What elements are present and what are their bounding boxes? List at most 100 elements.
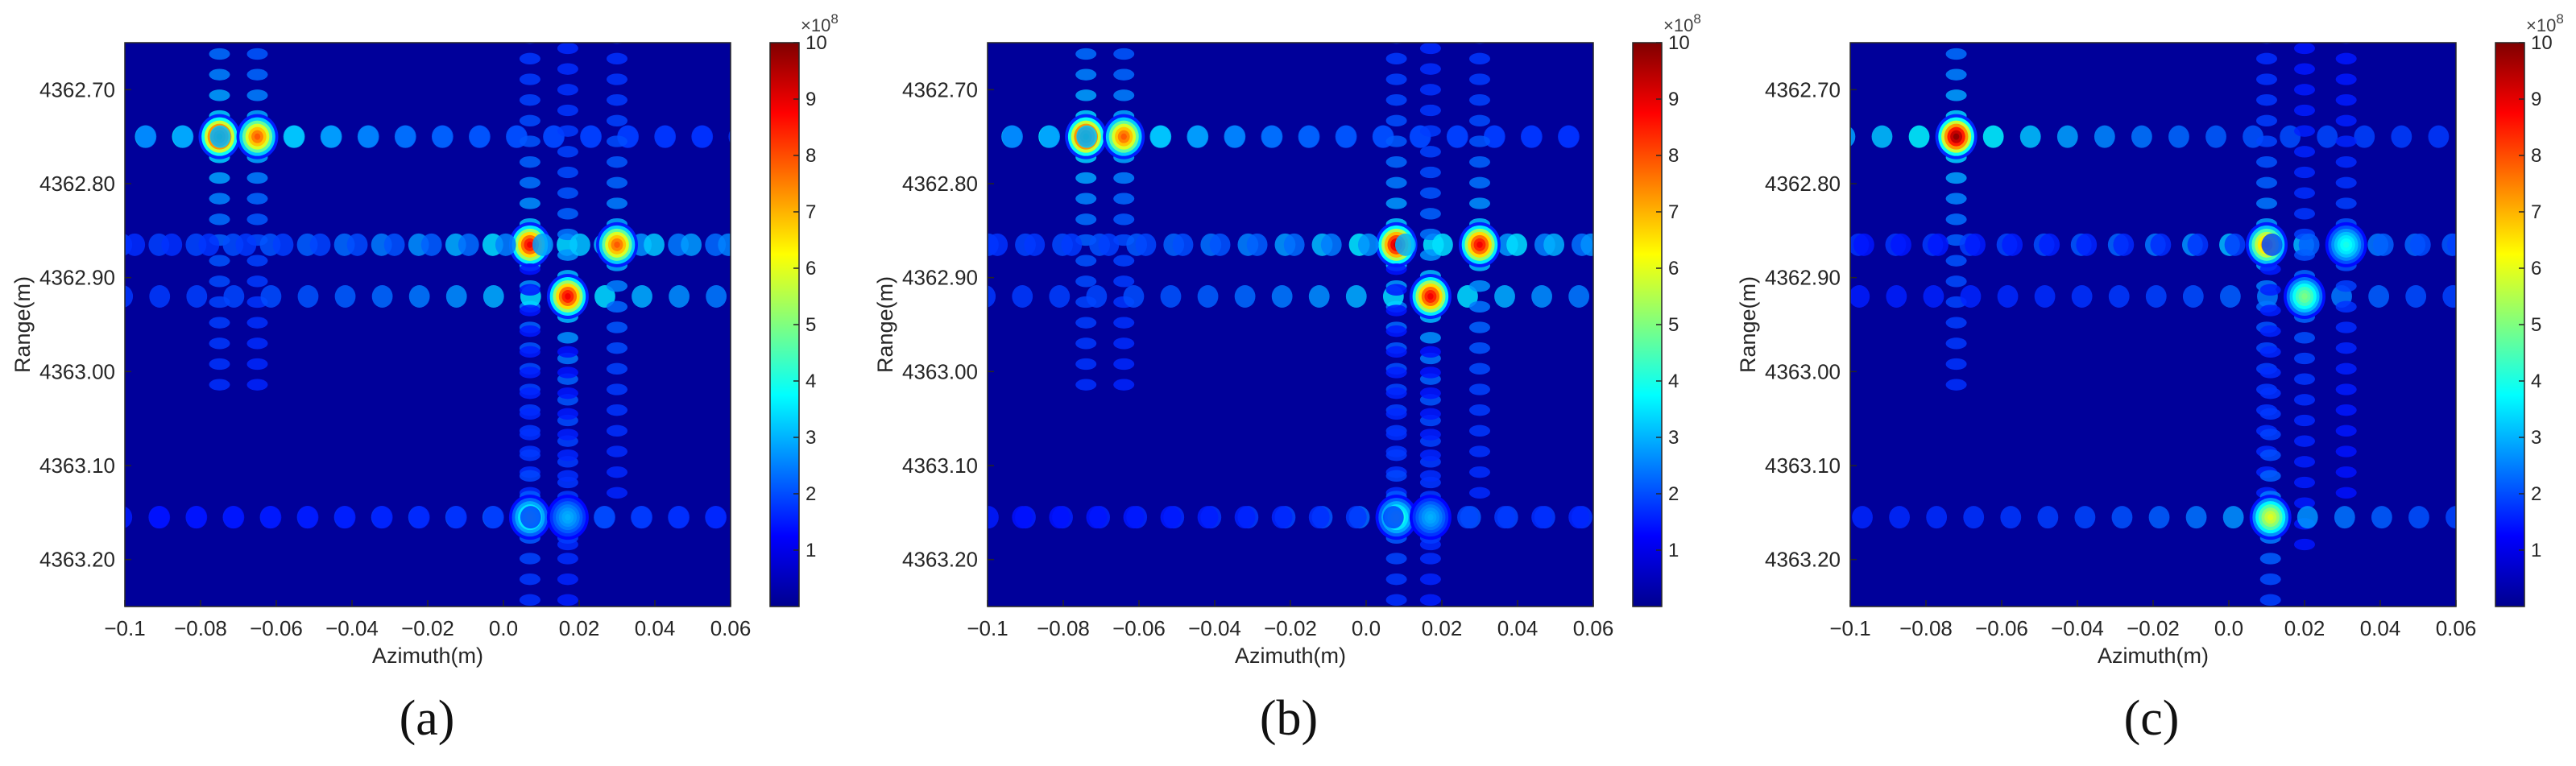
y-tick-label: 4363.10 <box>1765 453 1841 478</box>
y-axis-label: Range(m) <box>1736 276 1760 373</box>
colorbar-tick-label: 9 <box>806 89 816 110</box>
y-tick-label: 4363.10 <box>902 453 978 478</box>
panel-label: (c) <box>2124 691 2180 746</box>
peak-2 <box>1002 48 1580 391</box>
colorbar-tick-label: 2 <box>806 483 816 505</box>
x-axis-label: Azimuth(m) <box>1235 644 1346 668</box>
colorbar-tick-label: 4 <box>806 371 816 392</box>
peak-4 <box>988 43 1590 551</box>
colorbar-tick-label: 6 <box>2531 258 2541 279</box>
y-tick-label: 4362.80 <box>1765 172 1841 196</box>
panel-label: (a) <box>400 691 455 746</box>
x-tick-label: −0.02 <box>401 616 454 640</box>
peak-7 <box>149 346 727 607</box>
colorbar-tick-label: 2 <box>2531 483 2541 505</box>
plot-area <box>1850 43 2456 607</box>
colorbar-exponent: ×108 <box>801 11 839 35</box>
x-tick-label: 0.02 <box>559 616 600 640</box>
y-tick-label: 4362.90 <box>902 266 978 290</box>
x-tick-label: −0.02 <box>1264 616 1317 640</box>
colorbar-tick-label: 10 <box>806 32 827 54</box>
colorbar-tick-label: 6 <box>1668 258 1679 279</box>
y-tick-label: 4362.80 <box>902 172 978 196</box>
colorbar-tick-label: 5 <box>1668 314 1679 336</box>
peak-4 <box>1853 43 2456 499</box>
y-tick-label: 4362.80 <box>39 172 115 196</box>
colorbar-tick-label: 10 <box>1668 32 1690 54</box>
x-tick-label: −0.06 <box>1975 616 2028 640</box>
colorbar-tick-label: 8 <box>2531 145 2541 167</box>
x-tick-label: 0.0 <box>489 616 518 640</box>
colorbar-exponent-power: 8 <box>830 11 838 27</box>
y-tick-label: 4362.70 <box>902 77 978 101</box>
colorbar-exponent-base: ×10 <box>2526 15 2556 35</box>
colorbar-tick-label: 8 <box>1668 145 1679 167</box>
colorbar-tick-label: 1 <box>2531 540 2541 561</box>
y-tick-label: 4362.90 <box>39 266 115 290</box>
x-tick-label: −0.02 <box>2127 616 2180 640</box>
peak-5 <box>125 43 731 499</box>
colorbar-tick-label: 2 <box>1668 483 1679 505</box>
x-tick-label: −0.1 <box>1829 616 1870 640</box>
x-tick-label: −0.1 <box>967 616 1008 640</box>
x-tick-label: 0.06 <box>710 616 752 640</box>
y-tick-label: 4363.20 <box>39 548 115 572</box>
colorbar-tick-label: 5 <box>2531 314 2541 336</box>
colorbar-tick-label: 5 <box>806 314 816 336</box>
y-tick-label: 4362.70 <box>1765 77 1841 101</box>
peak-5 <box>988 43 1593 499</box>
colorbar-exponent-base: ×10 <box>801 15 830 35</box>
x-tick-label: 0.0 <box>2214 616 2243 640</box>
colorbar-exponent-power: 8 <box>2556 11 2563 27</box>
colorbar-tick-label: 7 <box>806 201 816 223</box>
colorbar-tick-label: 8 <box>806 145 816 167</box>
y-tick-label: 4362.70 <box>39 77 115 101</box>
colorbar-tick-label: 4 <box>2531 371 2541 392</box>
colorbar-tick-label: 7 <box>1668 201 1679 223</box>
y-tick-label: 4363.00 <box>39 359 115 383</box>
x-tick-label: 0.04 <box>1497 616 1539 640</box>
peak-5 <box>1852 263 2456 607</box>
colorbar-exponent: ×108 <box>2526 11 2564 35</box>
colorbar-tick-label: 1 <box>1668 540 1679 561</box>
heatmap-panel-1: −0.1 −0.08 −0.06 −0.04 −0.02 0.0 0.02 0.04 0.06 4… <box>10 11 839 746</box>
x-tick-label: −0.06 <box>1112 616 1166 640</box>
peak-3 <box>1850 43 2456 551</box>
colorbar-tick-label: 3 <box>2531 427 2541 449</box>
x-tick-label: −0.1 <box>104 616 145 640</box>
colorbar-tick-label: 3 <box>1668 427 1679 449</box>
panel-label: (b) <box>1260 691 1318 746</box>
plot-area <box>125 43 731 607</box>
x-tick-label: 0.04 <box>2360 616 2401 640</box>
x-tick-label: 0.06 <box>2436 616 2477 640</box>
x-tick-label: −0.04 <box>325 616 379 640</box>
colorbar-tick-label: 9 <box>1668 89 1679 110</box>
peak-7 <box>1012 346 1590 607</box>
heatmap-panel-2: −0.1 −0.08 −0.06 −0.04 −0.02 0.0 0.02 0.04 0.06 4… <box>873 11 1701 746</box>
x-tick-label: 0.02 <box>2284 616 2325 640</box>
x-axis-label: Azimuth(m) <box>2098 644 2209 668</box>
y-tick-label: 4363.00 <box>1765 359 1841 383</box>
x-tick-label: −0.04 <box>2051 616 2104 640</box>
y-axis-label: Range(m) <box>873 276 897 373</box>
y-tick-label: 4363.20 <box>1765 548 1841 572</box>
x-tick-label: −0.08 <box>1899 616 1953 640</box>
y-tick-label: 4363.20 <box>902 548 978 572</box>
colorbar-tick-label: 4 <box>1668 371 1679 392</box>
colorbar-tick-label: 6 <box>806 258 816 279</box>
y-axis-label: Range(m) <box>10 276 35 373</box>
colorbar-exponent-base: ×10 <box>1663 15 1693 35</box>
x-tick-label: 0.02 <box>1422 616 1463 640</box>
y-tick-label: 4363.00 <box>902 359 978 383</box>
plot-area <box>988 43 1593 607</box>
colorbar-exponent-power: 8 <box>1693 11 1700 27</box>
colorbar-tick-label: 3 <box>806 427 816 449</box>
x-tick-label: 0.04 <box>635 616 676 640</box>
peak-2 <box>135 48 731 391</box>
colorbar-exponent: ×108 <box>1663 11 1701 35</box>
x-tick-label: 0.06 <box>1573 616 1614 640</box>
